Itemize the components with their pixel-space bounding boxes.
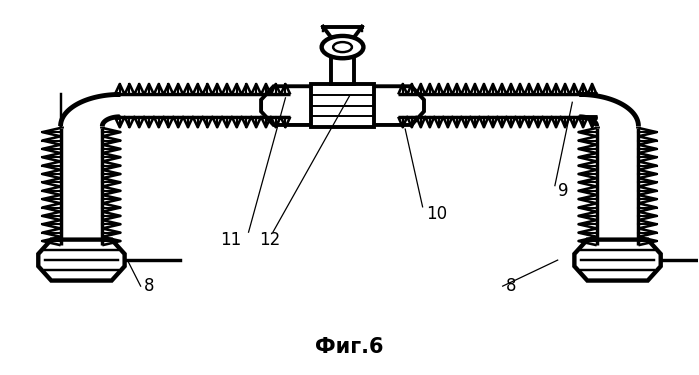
Text: 12: 12 xyxy=(259,231,280,249)
Bar xyxy=(331,56,354,84)
Text: 8: 8 xyxy=(506,277,517,295)
Circle shape xyxy=(333,42,352,52)
Bar xyxy=(311,84,374,127)
Polygon shape xyxy=(38,240,124,280)
Text: 8: 8 xyxy=(144,277,154,295)
Circle shape xyxy=(322,36,363,58)
Polygon shape xyxy=(261,86,324,125)
Text: 9: 9 xyxy=(559,182,569,200)
Polygon shape xyxy=(575,240,661,280)
Polygon shape xyxy=(361,86,424,125)
Text: 10: 10 xyxy=(426,204,447,222)
Text: 11: 11 xyxy=(220,231,242,249)
Text: Фиг.6: Фиг.6 xyxy=(315,337,384,357)
